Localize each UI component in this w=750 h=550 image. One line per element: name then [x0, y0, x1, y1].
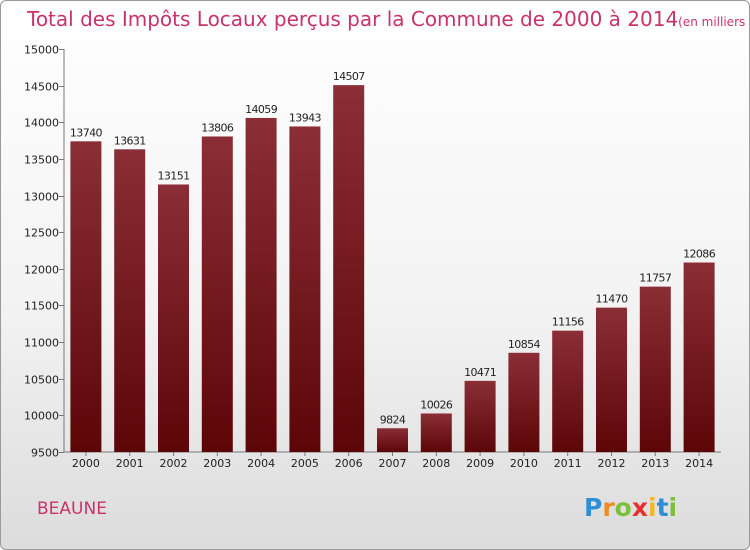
y-tick-label: 12500 — [24, 227, 59, 240]
y-tick-label: 15000 — [24, 44, 59, 57]
logo-letter: i — [669, 493, 678, 522]
x-tick-label: 2009 — [466, 457, 494, 470]
bar-value-label: 14059 — [245, 103, 278, 116]
bar-value-label: 12086 — [683, 248, 716, 261]
commune-name: BEAUNE — [37, 499, 107, 519]
bar — [508, 352, 540, 452]
y-tick-label: 13500 — [24, 154, 59, 167]
x-tick-label: 2012 — [598, 457, 626, 470]
bar-value-label: 14507 — [333, 70, 366, 83]
bar-value-label: 11470 — [596, 293, 629, 306]
x-tick-label: 2014 — [685, 457, 713, 470]
chart-title: Total des Impôts Locaux perçus par la Co… — [26, 7, 749, 31]
logo-letter: o — [615, 493, 632, 522]
x-tick-label: 2011 — [554, 457, 582, 470]
proxiti-logo: Proxiti — [584, 493, 677, 522]
y-tick-label: 14500 — [24, 81, 59, 94]
bar-value-label: 10471 — [464, 366, 496, 379]
bar-value-label: 11156 — [552, 316, 585, 329]
logo-letter: r — [602, 493, 615, 522]
bar-value-label: 10854 — [508, 338, 541, 351]
bar — [333, 85, 365, 453]
bar — [289, 126, 321, 452]
logo-letter: t — [657, 493, 669, 522]
bar-value-label: 13943 — [289, 111, 322, 124]
x-tick-label: 2013 — [641, 457, 669, 470]
chart-title-text: Total des Impôts Locaux perçus par la Co… — [26, 7, 678, 31]
x-tick-label: 2008 — [422, 457, 450, 470]
bar-value-label: 13740 — [70, 126, 103, 139]
bar — [201, 136, 233, 452]
bar-value-label: 10026 — [420, 398, 453, 411]
axes: 9500 10000 10500 11000 11500 12000 12500 13000 1… — [24, 44, 721, 470]
bar-value-label: 13631 — [114, 134, 146, 147]
bar-value-label: 11757 — [639, 272, 672, 285]
x-tick-label: 2003 — [203, 457, 231, 470]
x-tick-label: 2001 — [116, 457, 144, 470]
x-tick-label: 2010 — [510, 457, 538, 470]
bar — [420, 413, 452, 452]
y-tick-label: 14000 — [24, 117, 59, 130]
bars: 13740 13631 13151 13806 14059 13943 14507 9824 1… — [70, 70, 716, 453]
bar — [158, 184, 189, 453]
bar-value-label: 9824 — [380, 413, 406, 426]
bar — [377, 428, 408, 452]
y-tick-label: 10500 — [24, 374, 59, 387]
bar — [552, 330, 584, 452]
bar — [464, 380, 496, 452]
bar — [70, 141, 102, 452]
y-tick-label: 13000 — [24, 191, 59, 204]
logo-letter: P — [584, 493, 602, 522]
bar — [114, 149, 146, 452]
y-tick-label: 12000 — [24, 264, 59, 277]
bar-value-label: 13806 — [201, 121, 234, 134]
y-tick-label: 10000 — [24, 410, 59, 423]
x-tick-label: 2002 — [160, 457, 188, 470]
x-tick-label: 2007 — [379, 457, 407, 470]
y-tick-label: 11500 — [24, 300, 59, 313]
bar — [683, 262, 715, 452]
bar — [639, 286, 671, 452]
y-tick-label: 11000 — [24, 337, 59, 350]
logo-letter: i — [648, 493, 657, 522]
logo-letter: x — [632, 493, 648, 522]
chart-subtitle: (en milliers d'€) — [678, 15, 749, 29]
y-tick-label: 9500 — [31, 447, 59, 460]
x-tick-label: 2000 — [72, 457, 100, 470]
bar — [245, 117, 277, 452]
x-tick-label: 2006 — [335, 457, 363, 470]
bar-value-label: 13151 — [158, 169, 190, 182]
x-tick-label: 2004 — [247, 457, 275, 470]
x-tick-label: 2005 — [291, 457, 319, 470]
bar — [596, 307, 627, 452]
